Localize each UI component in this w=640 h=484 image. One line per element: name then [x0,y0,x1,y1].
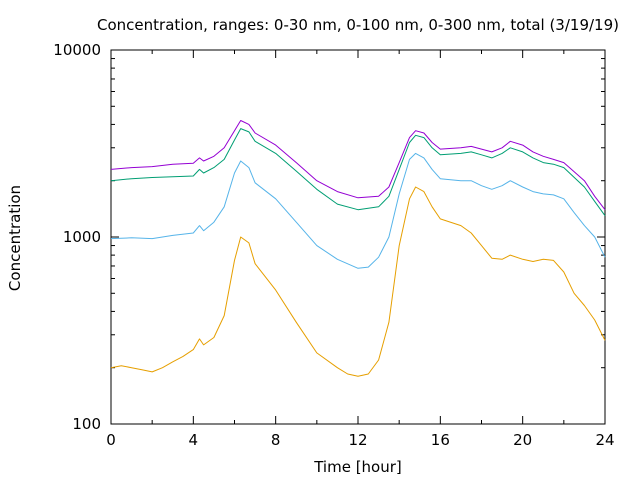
x-tick-label: 8 [271,431,281,449]
x-tick-label: 20 [513,431,532,449]
x-tick-label: 4 [189,431,199,449]
x-tick-label: 24 [595,431,614,449]
series-line-2 [110,152,606,269]
y-tick-label: 1000 [63,228,101,246]
x-tick-label: 16 [431,431,450,449]
y-tick-label: 100 [72,415,101,433]
y-tick-label: 10000 [53,41,101,59]
plot-border [110,49,606,425]
series-line-1 [110,128,606,216]
x-tick-label: 12 [348,431,367,449]
series-line-0 [110,120,606,211]
y-axis-label: Concentration [6,185,24,291]
x-axis-label: Time [hour] [313,458,402,476]
x-tick-label: 0 [106,431,116,449]
plot-area: 0 4 8 12 16 20 24 100 1000 10000 [53,41,614,449]
series-line-3 [110,186,606,377]
chart-title: Concentration, ranges: 0-30 nm, 0-100 nm… [97,16,619,34]
